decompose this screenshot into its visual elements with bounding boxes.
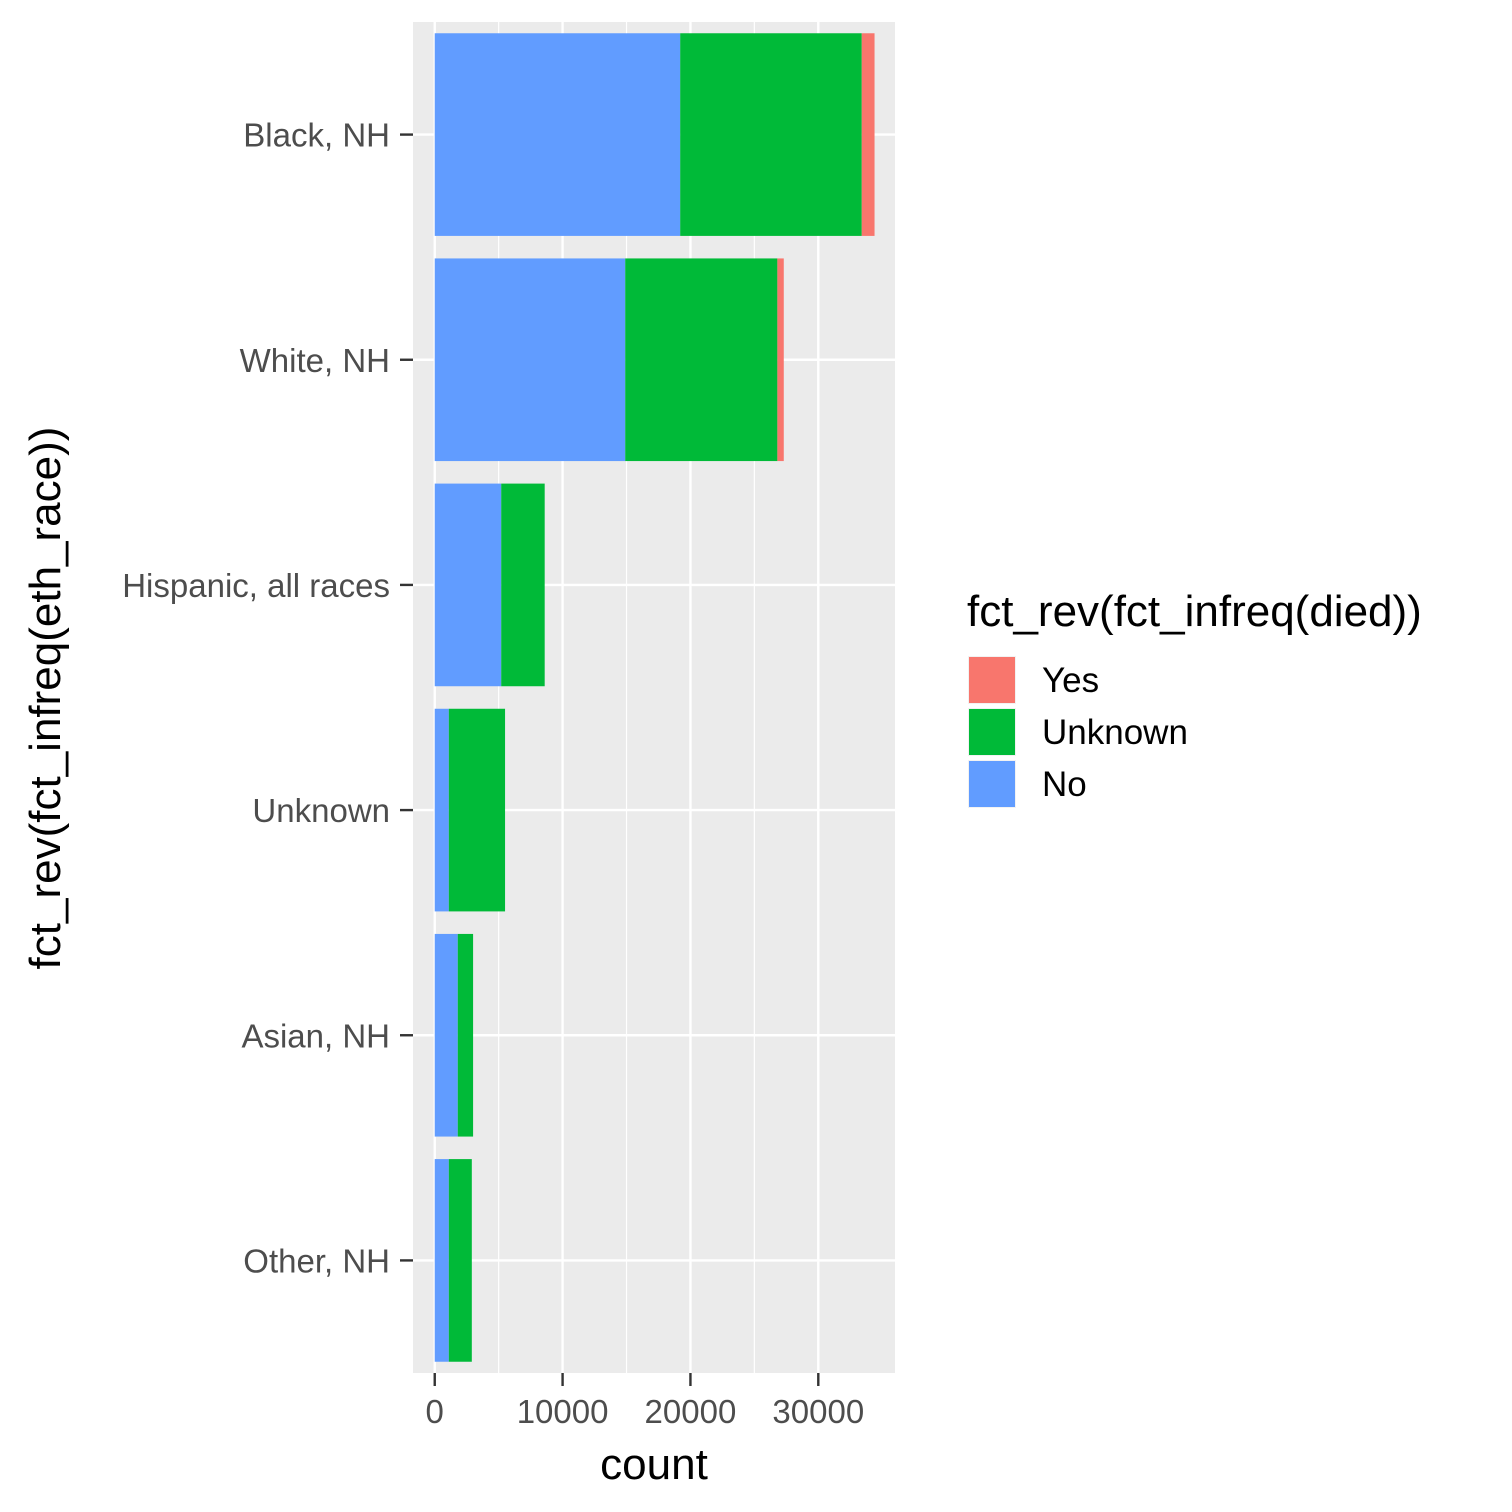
y-axis-title: fct_rev(fct_infreq(eth_race)) <box>21 427 70 970</box>
plot-panel <box>413 22 895 1373</box>
bar-segment <box>434 1159 449 1362</box>
y-tick-label: Hispanic, all races <box>122 567 390 604</box>
y-tick-label: White, NH <box>240 342 390 379</box>
bar-segment <box>434 258 626 462</box>
legend-key-swatch <box>969 761 1015 807</box>
bar-segment <box>434 933 458 1137</box>
x-tick-label: 20000 <box>645 1393 737 1430</box>
bar-segment <box>434 708 449 912</box>
y-tick-label: Unknown <box>252 792 390 829</box>
legend-label: No <box>1042 765 1087 804</box>
x-tick-label: 10000 <box>517 1393 609 1430</box>
bar-segment <box>457 933 474 1137</box>
legend-key-swatch <box>969 709 1015 755</box>
bar-segment <box>501 483 545 687</box>
bar-segment <box>448 708 506 912</box>
bar-segment <box>680 33 862 236</box>
bars <box>434 33 875 1362</box>
legend: Yes Unknown No <box>968 656 1188 808</box>
legend-label: Unknown <box>1042 713 1188 752</box>
bar-segment <box>434 483 502 687</box>
legend-label: Yes <box>1042 661 1099 700</box>
x-axis-title: count <box>600 1440 708 1489</box>
axes: Black, NH White, NH Hispanic, all races Unk… <box>122 117 864 1430</box>
bar-segment <box>448 1159 472 1362</box>
y-tick-label: Black, NH <box>243 117 390 154</box>
bar-segment <box>434 33 681 236</box>
x-tick-label: 0 <box>426 1393 444 1430</box>
bar-segment <box>777 258 784 462</box>
y-tick-label: Asian, NH <box>241 1017 390 1054</box>
x-tick-label: 30000 <box>772 1393 864 1430</box>
bar-segment <box>625 258 778 462</box>
y-tick-label: Other, NH <box>243 1242 390 1279</box>
legend-key-swatch <box>969 657 1015 703</box>
legend-title: fct_rev(fct_infreq(died)) <box>967 587 1422 636</box>
bar-segment <box>861 33 875 236</box>
